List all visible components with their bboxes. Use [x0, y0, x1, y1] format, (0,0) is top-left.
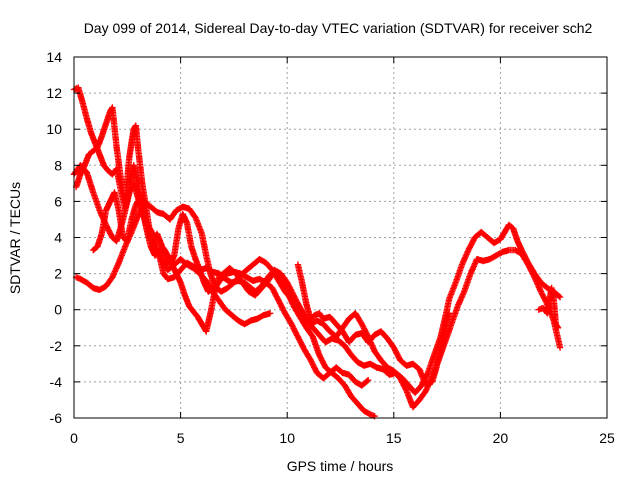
x-tick-label: 15: [386, 430, 402, 446]
x-axis-ticks: 0 5 10 15 20 25: [70, 57, 615, 446]
y-tick-label: 12: [46, 85, 62, 101]
y-tick-label: 6: [54, 193, 62, 209]
y-tick-label: 10: [46, 121, 62, 137]
y-axis-ticks: -6 -4 -2 0 2 4 6 8 10 12 14: [46, 49, 607, 426]
x-tick-label: 20: [493, 430, 509, 446]
y-tick-label: 2: [54, 266, 62, 282]
y-tick-label: -2: [50, 338, 63, 354]
chart-title: Day 099 of 2014, Sidereal Day-to-day VTE…: [84, 20, 593, 36]
data-points: [70, 84, 564, 420]
series-arc3: [72, 198, 564, 411]
x-tick-label: 0: [70, 430, 78, 446]
x-tick-label: 10: [279, 430, 295, 446]
x-tick-label: 5: [177, 430, 185, 446]
y-tick-label: -6: [50, 410, 63, 426]
x-tick-label: 25: [599, 430, 615, 446]
y-tick-label: 14: [46, 49, 62, 65]
y-tick-label: 0: [54, 302, 62, 318]
y-axis-label: SDTVAR / TECUs: [7, 182, 23, 294]
y-tick-label: -4: [50, 374, 63, 390]
plus-markers: [72, 198, 564, 411]
x-axis-label: GPS time / hours: [287, 458, 394, 474]
series-arc7: [535, 284, 562, 331]
series-arc5: [90, 189, 372, 389]
y-tick-label: 8: [54, 157, 62, 173]
plus-markers: [535, 284, 562, 331]
plus-markers: [90, 189, 372, 389]
y-tick-label: 4: [54, 230, 62, 246]
plus-markers: [294, 261, 453, 389]
series-arc6: [294, 261, 453, 389]
